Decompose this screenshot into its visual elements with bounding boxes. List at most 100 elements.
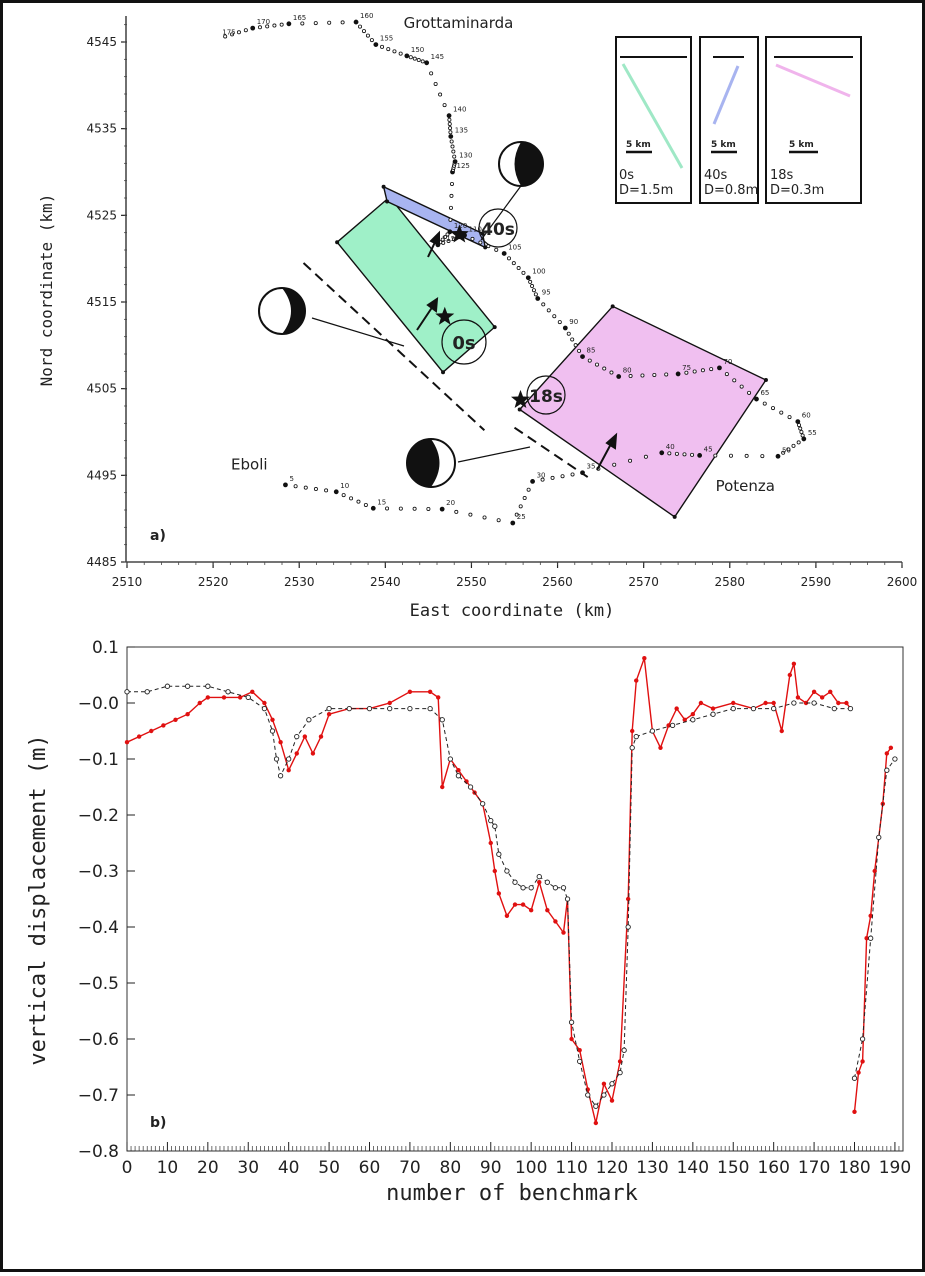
benchmark-point — [754, 396, 759, 402]
benchmark-point — [380, 44, 385, 49]
benchmark-label: 20 — [446, 499, 455, 507]
benchmark-point — [709, 367, 714, 372]
benchmark-point — [447, 117, 452, 122]
observed-point — [852, 1109, 857, 1115]
model-point — [791, 700, 797, 706]
benchmark-point — [800, 433, 805, 438]
map-y-tick-label: 4525 — [86, 208, 117, 222]
benchmark-point — [265, 24, 270, 29]
beachball-icon — [406, 438, 531, 488]
observed-point — [496, 891, 502, 896]
observed-point — [302, 734, 308, 739]
x-tick-label: 100 — [515, 1158, 547, 1178]
svg-text:D=0.3m: D=0.3m — [770, 183, 824, 198]
model-point — [504, 868, 510, 874]
benchmark-label: 115 — [442, 235, 455, 243]
benchmark-point — [398, 51, 403, 56]
observed-point — [440, 784, 445, 790]
model-point — [455, 773, 462, 779]
svg-text:18s: 18s — [770, 168, 794, 183]
observed-point — [545, 908, 550, 913]
panel-b-label: b) — [150, 1115, 166, 1131]
benchmark-point — [433, 81, 438, 86]
model-point — [536, 873, 542, 880]
model-point — [124, 689, 130, 695]
benchmark-point — [452, 159, 458, 165]
benchmark-point — [664, 372, 669, 377]
observed-point — [795, 695, 801, 700]
benchmark-label: 140 — [453, 106, 466, 114]
benchmark-point — [659, 450, 665, 456]
observed-point — [690, 712, 696, 717]
observed-point — [771, 700, 776, 706]
benchmark-point — [333, 489, 339, 495]
model-point — [488, 817, 494, 824]
benchmark-point — [361, 29, 366, 34]
benchmark-point — [279, 22, 284, 27]
observed-line — [853, 747, 892, 1112]
benchmark-point — [602, 366, 607, 371]
observed-point — [270, 717, 275, 722]
benchmark-point — [283, 482, 288, 488]
benchmark-point — [760, 454, 765, 459]
benchmark-label: 10 — [340, 482, 349, 490]
model-point — [884, 767, 890, 773]
benchmark-point — [514, 512, 519, 517]
benchmark-point — [511, 261, 516, 266]
observed-point — [872, 868, 877, 874]
benchmark-point — [454, 509, 459, 514]
benchmark-point — [771, 406, 776, 411]
observed-point — [860, 1059, 865, 1064]
model-point — [859, 1036, 866, 1042]
fault-corner — [483, 245, 488, 250]
x-tick-label: 50 — [318, 1158, 340, 1178]
benchmark-point — [478, 240, 483, 245]
benchmark-point — [445, 232, 450, 237]
benchmark-point — [560, 474, 565, 479]
observed-point — [609, 1098, 615, 1103]
observed-point — [553, 919, 558, 924]
y-tick-label: −0.5 — [78, 974, 119, 994]
benchmark-point — [692, 369, 697, 374]
model-point — [892, 756, 898, 762]
svg-text:18s: 18s — [529, 387, 563, 407]
model-point — [520, 885, 526, 891]
fault-corner — [381, 184, 386, 189]
epicenter-star-icon — [511, 389, 530, 408]
x-tick-label: 10 — [157, 1158, 179, 1178]
benchmark-point — [530, 478, 535, 484]
benchmark-label: 15 — [377, 498, 386, 506]
benchmark-point — [385, 506, 390, 511]
benchmark-label: 70 — [723, 358, 732, 366]
observed-point — [698, 700, 704, 706]
svg-text:40s: 40s — [481, 220, 515, 240]
fault-traces — [302, 262, 589, 478]
observed-point — [221, 695, 227, 700]
fault-corner — [480, 231, 485, 236]
observed-point — [577, 1048, 582, 1053]
rupture-time-0s: 0s — [441, 319, 487, 365]
model-line — [854, 758, 896, 1079]
benchmark-point — [697, 452, 703, 458]
benchmark-label: 65 — [760, 389, 769, 397]
map-y-tick-label: 4485 — [86, 555, 117, 569]
benchmark-point — [526, 487, 531, 492]
map-x-tick-label: 2570 — [628, 575, 659, 589]
model-point — [750, 705, 757, 712]
epicenter-star-icon — [449, 224, 469, 243]
benchmark-label: 85 — [587, 347, 596, 355]
benchmark-point — [327, 20, 332, 25]
svg-text:D=0.8m: D=0.8m — [704, 183, 758, 198]
benchmark-point — [628, 374, 633, 379]
observed-point — [286, 768, 291, 773]
benchmark-point — [341, 493, 346, 498]
benchmark-point — [449, 193, 454, 198]
benchmark-point — [744, 453, 749, 458]
benchmark-label: 80 — [623, 367, 632, 375]
x-tick-label: 0 — [122, 1158, 133, 1178]
model-point — [205, 683, 211, 689]
benchmark-point — [675, 371, 681, 377]
benchmark-point — [286, 21, 292, 27]
y-tick-label: −0.7 — [78, 1086, 119, 1106]
